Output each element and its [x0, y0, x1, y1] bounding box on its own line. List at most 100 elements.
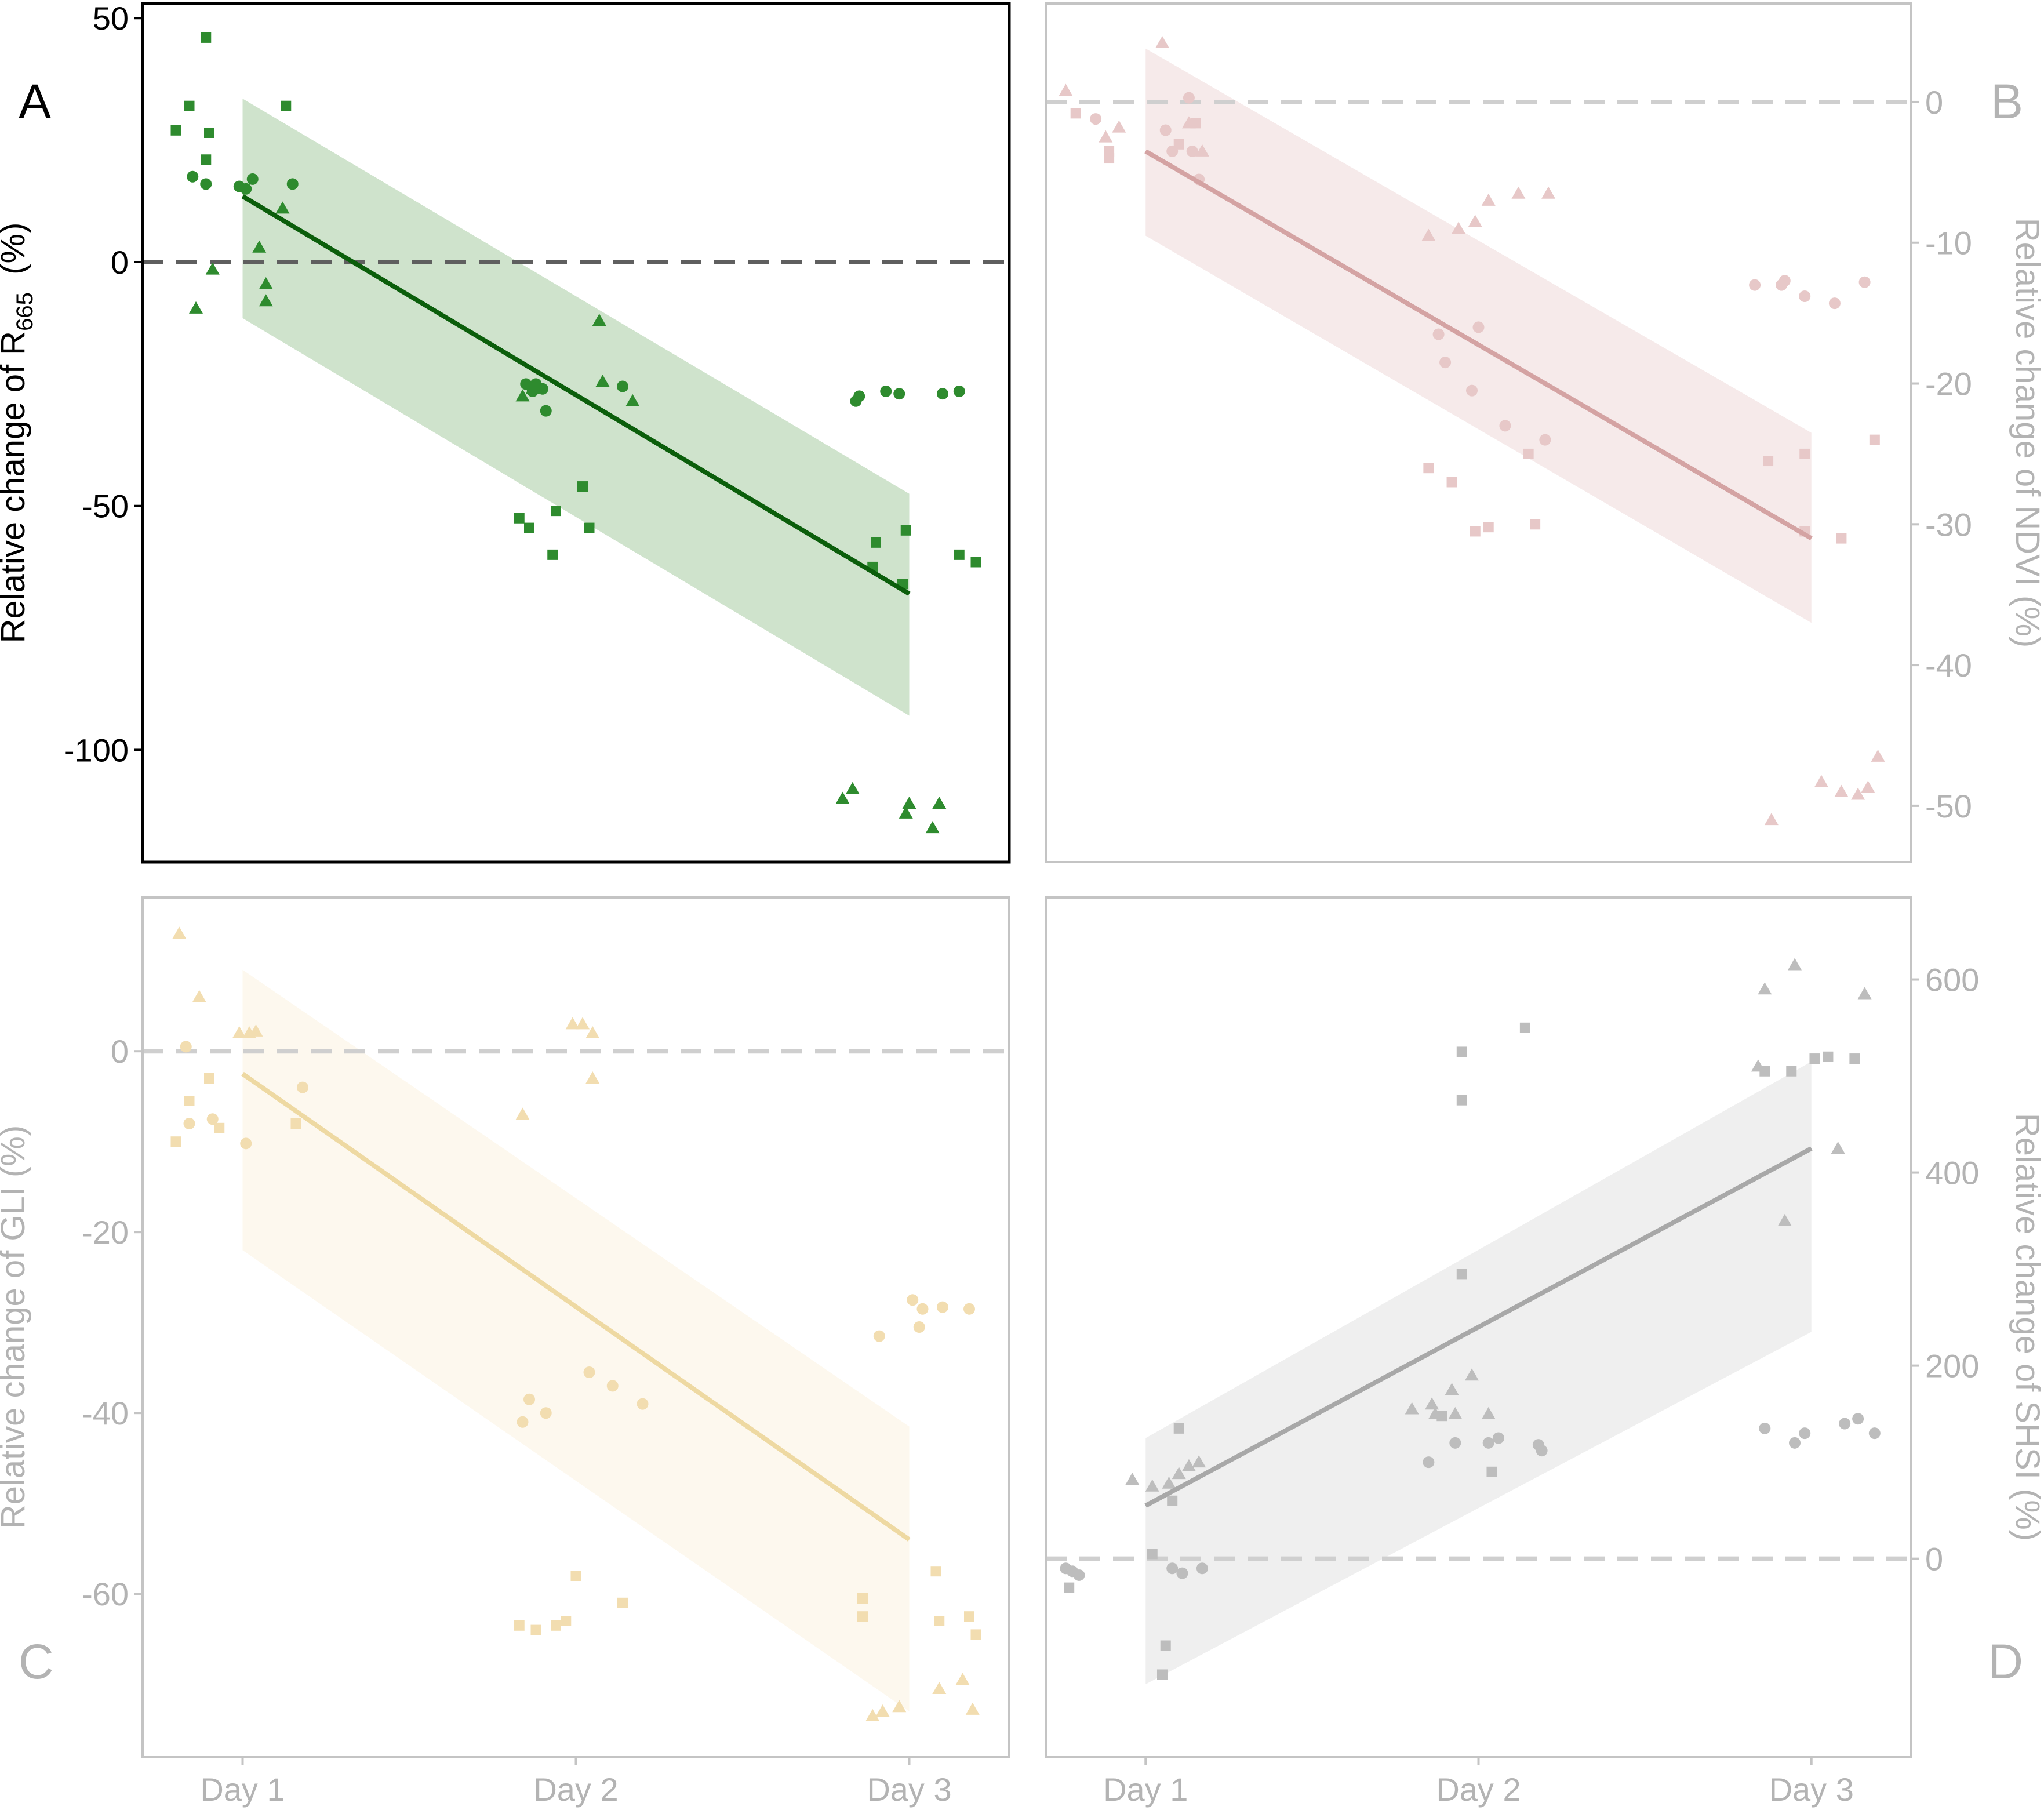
data-point-triangle [845, 782, 860, 794]
data-point-triangle [1421, 228, 1436, 241]
panel-frame [1045, 2, 1912, 863]
data-point-triangle [1162, 1476, 1176, 1489]
x-tick-label: Day 1 [1103, 1771, 1188, 1808]
data-point-circle [1186, 145, 1198, 157]
panel-b: 0 -10 -20 -30 -40 -50 Relative change of NDVI … [1045, 2, 2044, 863]
y-axis-title: Relative change of R665" (%) [0, 223, 38, 644]
data-point-circle [297, 1081, 308, 1093]
data-point-circle [1166, 1562, 1179, 1575]
data-point-triangle [1099, 130, 1113, 143]
data-point-square [1849, 1053, 1860, 1064]
data-point-square [170, 1136, 181, 1147]
data-point-circle [1536, 1445, 1548, 1457]
data-point-square [1156, 1669, 1168, 1680]
data-point-triangle [252, 240, 267, 253]
data-point-circle [937, 1301, 948, 1313]
y-tick-label: 200 [1925, 1348, 1979, 1384]
data-point-triangle [585, 1071, 600, 1084]
data-point-triangle [576, 1017, 590, 1030]
panel-a: 50 0 -50 -100 Relative change of R665" (%) A [0, 0, 1011, 864]
data-point-triangle [1465, 1368, 1479, 1381]
data-point-square [1190, 118, 1201, 129]
data-point-square [547, 549, 558, 560]
confidence-band [242, 99, 910, 716]
data-point-square [201, 154, 212, 165]
data-point-triangle [1145, 1479, 1159, 1492]
y-axis-title: Relative change of NDVI (%) [2009, 218, 2044, 648]
data-point-circle [187, 170, 199, 183]
data-point-circle [937, 388, 948, 400]
panel-letter: B [1991, 74, 2023, 129]
data-point-triangle [1511, 186, 1526, 199]
data-point-square [617, 1597, 628, 1608]
data-point-circle [1432, 328, 1445, 340]
data-point-square [204, 127, 214, 138]
data-point-triangle [249, 1024, 263, 1037]
y-axis-title: Relative change of SHSI (%) [2009, 1113, 2044, 1541]
y-tick-label: -40 [82, 1395, 129, 1431]
data-point-square [204, 1073, 214, 1084]
y-tick-label: -40 [1925, 647, 1972, 684]
data-point-circle [617, 380, 628, 392]
data-point-triangle [1831, 1141, 1845, 1154]
data-point-square [1173, 1423, 1184, 1434]
data-point-triangle [1425, 1397, 1439, 1410]
confidence-band [1145, 48, 1812, 623]
data-point-square [1759, 1066, 1770, 1077]
data-point-square [514, 1620, 525, 1631]
y-tick-label: 0 [1925, 84, 1943, 121]
data-point-circle [880, 385, 892, 397]
data-point-circle [1073, 1569, 1085, 1581]
x-tick-label: Day 3 [867, 1771, 951, 1808]
y-tick-label: 0 [111, 1033, 129, 1070]
data-point-triangle [932, 1682, 947, 1694]
x-tick-label: Day 2 [533, 1771, 618, 1808]
data-point-circle [240, 1137, 252, 1150]
data-point-square [281, 100, 292, 111]
data-point-circle [637, 1398, 649, 1410]
data-point-triangle [1481, 1406, 1496, 1419]
data-point-triangle [259, 294, 273, 307]
data-point-triangle [1481, 193, 1496, 206]
x-tick-label: Day 2 [1436, 1771, 1521, 1808]
data-point-square [1446, 477, 1457, 488]
data-point-square [1167, 1495, 1178, 1506]
data-point-triangle [865, 1709, 880, 1721]
data-point-square [1456, 1046, 1467, 1057]
data-point-circle [180, 1041, 192, 1053]
data-point-square [184, 1096, 195, 1106]
confidence-band [1145, 1062, 1812, 1685]
data-point-triangle [275, 201, 290, 214]
data-point-circle [1858, 276, 1871, 288]
data-point-triangle [1192, 1455, 1206, 1468]
data-point-circle [1183, 92, 1195, 104]
data-point-square [930, 1566, 941, 1577]
data-point-square [1064, 1582, 1075, 1593]
data-point-circle [1439, 357, 1452, 369]
data-point-triangle [1448, 1406, 1463, 1419]
data-point-circle [1196, 1562, 1208, 1575]
data-point-square [1836, 533, 1847, 544]
regression-line [1144, 149, 1813, 541]
data-point-triangle [515, 1107, 530, 1120]
data-point-circle [1159, 124, 1172, 136]
y-tick-label: -20 [1925, 366, 1972, 402]
regression-line [241, 1071, 911, 1542]
data-point-square [871, 537, 881, 548]
data-point-triangle [585, 1026, 600, 1038]
data-point-square [1486, 1466, 1497, 1477]
data-point-square [954, 549, 965, 560]
data-point-triangle [1452, 221, 1466, 234]
panel-frame [141, 2, 1011, 864]
data-point-circle [916, 1303, 929, 1315]
panel-letter: C [19, 1634, 54, 1689]
data-point-circle [1539, 434, 1551, 446]
data-point-triangle [1764, 813, 1779, 826]
y-tick-label: -50 [1925, 788, 1972, 824]
data-point-circle [853, 390, 865, 402]
data-point-triangle [1059, 83, 1073, 96]
data-point-square [1799, 448, 1810, 459]
data-point-square [530, 1624, 541, 1635]
data-point-circle [1828, 297, 1841, 310]
